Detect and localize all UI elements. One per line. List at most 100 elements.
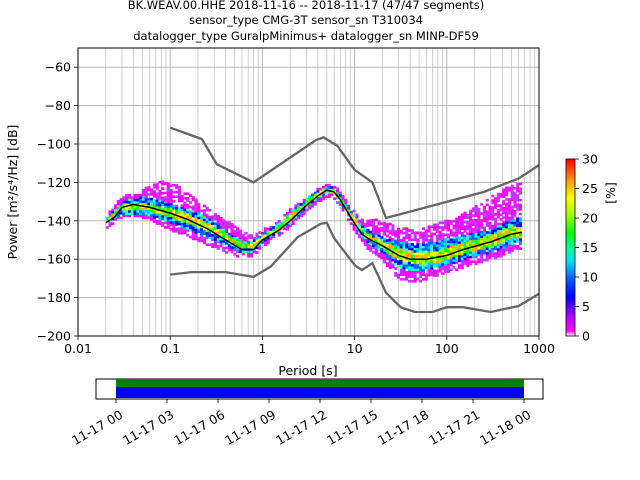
psd-cell — [391, 231, 395, 234]
psd-cell — [371, 237, 376, 240]
psd-cell — [241, 252, 245, 256]
psd-cell — [316, 199, 320, 202]
psd-cell — [324, 190, 328, 194]
psd-cell — [466, 225, 470, 229]
psd-cell — [177, 188, 181, 191]
psd-cell — [305, 208, 309, 212]
psd-cell — [163, 219, 168, 222]
psd-cell — [427, 227, 431, 231]
psd-cell — [144, 198, 148, 201]
psd-cell — [507, 237, 511, 240]
psd-cell — [394, 274, 398, 277]
psd-cell — [452, 224, 456, 228]
psd-cell — [136, 214, 140, 218]
psd-cell — [513, 198, 517, 202]
psd-cell — [236, 238, 240, 242]
psd-cell — [410, 229, 414, 232]
psd-cell — [471, 230, 475, 234]
psd-cell — [294, 208, 298, 212]
psd-cell — [457, 238, 462, 242]
psd-cell — [463, 230, 467, 233]
psd-cell — [360, 239, 364, 242]
psd-cell — [152, 201, 156, 205]
psd-cell — [358, 233, 362, 237]
psd-cell — [416, 259, 420, 262]
psd-cell — [202, 216, 206, 219]
psd-cell — [446, 240, 450, 243]
y-axis: −60−80−100−120−140−160−180−200 — [37, 60, 78, 344]
psd-cell — [460, 234, 464, 237]
psd-cell — [186, 210, 190, 214]
psd-cell — [466, 220, 470, 224]
psd-cell — [474, 228, 478, 231]
psd-cell — [460, 254, 464, 258]
psd-cell — [433, 225, 437, 229]
psd-cell — [150, 204, 154, 208]
psd-cell — [108, 215, 112, 218]
psd-cell — [427, 255, 431, 258]
psd-cell — [513, 203, 517, 206]
psd-cell — [430, 269, 434, 272]
psd-cell — [505, 230, 509, 234]
psd-cell — [291, 208, 295, 212]
psd-cell — [230, 236, 234, 240]
psd-cell — [491, 245, 495, 248]
psd-cell — [377, 222, 381, 226]
psd-cell — [385, 248, 389, 252]
psd-cell — [377, 236, 381, 240]
psd-cell — [247, 236, 251, 240]
psd-cell — [286, 228, 290, 231]
psd-cell — [280, 225, 284, 228]
psd-cell — [222, 249, 226, 252]
psd-cell — [200, 230, 204, 234]
psd-cell — [150, 216, 154, 219]
psd-cell — [466, 246, 470, 249]
psd-cell — [136, 205, 140, 209]
psd-cell — [452, 254, 456, 258]
psd-cell — [169, 221, 173, 224]
psd-cell — [388, 243, 392, 247]
psd-cell — [211, 229, 215, 232]
psd-cell — [480, 246, 484, 250]
psd-cell — [471, 248, 475, 252]
psd-cell — [194, 203, 198, 206]
psd-cell — [446, 270, 450, 273]
psd-cell — [518, 238, 523, 241]
psd-cell — [191, 207, 195, 211]
psd-cell — [191, 235, 195, 238]
psd-cell — [180, 231, 184, 235]
psd-cell — [360, 227, 364, 231]
psd-cell — [410, 238, 414, 242]
psd-cell — [380, 226, 384, 230]
psd-cell — [449, 222, 453, 225]
psd-cell — [244, 238, 248, 242]
psd-cell — [455, 247, 459, 251]
psd-cell — [496, 241, 500, 244]
psd-cell — [247, 252, 251, 256]
psd-cell — [507, 202, 511, 206]
psd-cell — [175, 220, 179, 224]
psd-cell — [441, 251, 445, 255]
psd-cell — [394, 248, 398, 252]
psd-cell — [480, 219, 484, 222]
psd-cell — [261, 231, 265, 235]
psd-cell — [410, 247, 414, 251]
psd-cell — [394, 251, 398, 254]
psd-cell — [147, 213, 151, 217]
psd-cell — [394, 258, 398, 261]
psd-cell — [374, 230, 378, 233]
psd-cell — [480, 256, 484, 259]
psd-cell — [413, 275, 417, 278]
psd-cell — [513, 240, 517, 243]
psd-cell — [463, 250, 467, 254]
psd-cell — [316, 190, 320, 193]
psd-cell — [441, 256, 445, 259]
psd-cell — [507, 200, 511, 204]
timeline-tick-label: 11-17 18 — [375, 407, 431, 448]
psd-cell — [452, 245, 456, 248]
psd-cell — [491, 208, 495, 212]
psd-cell — [435, 241, 439, 245]
psd-cell — [430, 248, 434, 252]
psd-cell — [438, 249, 442, 252]
psd-cell — [355, 222, 359, 226]
